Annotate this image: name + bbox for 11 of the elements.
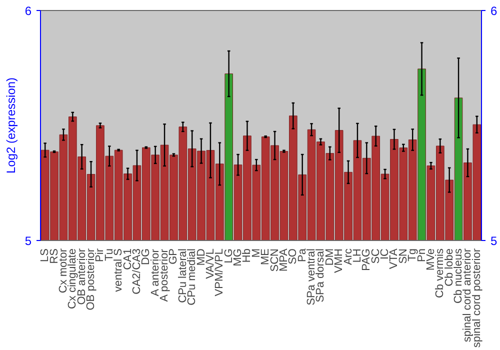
y-axis-title: Log2 (expression) bbox=[4, 77, 18, 174]
x-tick-label: SN bbox=[397, 248, 410, 264]
y2-tick-label: 6 bbox=[490, 4, 498, 18]
x-tick-label: OB anterior bbox=[76, 248, 88, 305]
x-tick-label: Cb lobe bbox=[443, 248, 456, 286]
x-tick-label: MVe bbox=[424, 248, 437, 271]
x-tick-label: RS bbox=[48, 248, 60, 264]
x-tick-label: CPu medial bbox=[186, 248, 198, 306]
y2-tick-label: 5 bbox=[490, 234, 498, 248]
x-tick-label: Tg bbox=[406, 248, 419, 262]
x-tick-label: SCN bbox=[268, 248, 281, 272]
